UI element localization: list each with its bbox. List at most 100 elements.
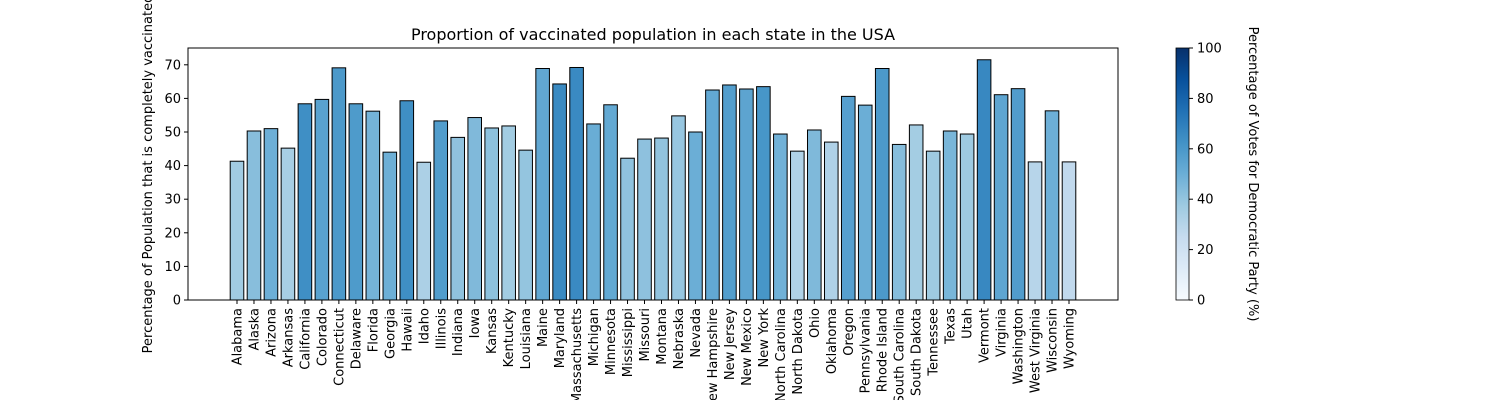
x-tick-label: South Carolina	[893, 308, 908, 400]
y-tick-label: 50	[164, 126, 181, 141]
x-tick-label: Maine	[536, 308, 551, 347]
bar-florida	[365, 110, 381, 301]
y-tick-label: 40	[164, 159, 181, 174]
bar-vermont	[976, 59, 992, 301]
x-tick-label: West Virginia	[1029, 308, 1044, 393]
bar-nevada	[688, 131, 703, 301]
x-tick-label: Louisiana	[519, 308, 534, 369]
bar-south-dakota	[908, 124, 924, 301]
x-tick-label: Alaska	[247, 308, 262, 351]
bar-pennsylvania	[857, 104, 873, 301]
x-tick-label: Indiana	[451, 308, 466, 356]
bar-maine	[535, 68, 550, 301]
x-tick-label: Rhode Island	[876, 308, 891, 392]
y-tick-label: 30	[164, 193, 181, 208]
colorbar	[1175, 47, 1190, 301]
bar-wisconsin	[1044, 110, 1060, 301]
x-tick-label: Kansas	[485, 308, 500, 354]
x-tick-label: Missouri	[638, 308, 653, 362]
chart-title: Proportion of vaccinated population in e…	[411, 25, 895, 44]
bar-colorado	[314, 98, 330, 301]
x-tick-label: Minnesota	[604, 308, 619, 375]
bar-texas	[942, 130, 958, 301]
colorbar-label: Percentage of Votes for Democratic Party…	[1245, 27, 1260, 322]
x-tick-label: Nevada	[689, 308, 704, 358]
x-tick-label: Oklahoma	[825, 308, 840, 374]
bar-nebraska	[671, 115, 686, 301]
x-tick-label: Utah	[961, 308, 976, 339]
y-tick-label: 0	[173, 294, 181, 309]
x-tick-label: Arizona	[264, 308, 279, 357]
colorbar-tick-label: 100	[1197, 42, 1222, 57]
x-axis: Alabama Alaska Arizona Arkansas California Co…	[231, 300, 1078, 405]
x-tick-label: Pennsylvania	[859, 308, 874, 393]
bar-iowa	[467, 117, 483, 301]
x-tick-label: Iowa	[468, 308, 483, 338]
bar-new-york	[756, 86, 771, 301]
x-tick-label: Vermont	[978, 308, 993, 363]
x-tick-label: Kentucky	[502, 308, 517, 368]
x-tick-label: New York	[757, 308, 772, 368]
x-tick-label: Wyoming	[1063, 308, 1078, 369]
x-tick-label: Idaho	[417, 308, 432, 344]
bar-maryland	[552, 83, 567, 301]
bars	[229, 59, 1077, 301]
x-tick-label: Wisconsin	[1046, 308, 1061, 373]
bar-north-dakota	[790, 150, 805, 301]
y-tick-label: 60	[164, 92, 181, 107]
colorbar-tick-label: 40	[1197, 193, 1214, 208]
bar-new-jersey	[722, 84, 737, 301]
x-tick-label: Virginia	[995, 308, 1010, 357]
plot-frame	[187, 47, 1119, 301]
bar-california	[297, 103, 313, 301]
bar-kansas	[484, 127, 499, 301]
x-tick-label: North Dakota	[791, 308, 806, 395]
bar-delaware	[348, 103, 364, 301]
x-tick-label: Massachusetts	[570, 308, 585, 400]
x-tick-label: Maryland	[553, 308, 568, 368]
bar-massachusetts	[569, 66, 584, 301]
x-tick-label: Arkansas	[281, 308, 296, 367]
bar-missouri	[637, 138, 652, 301]
colorbar-tick-label: 80	[1197, 92, 1214, 107]
x-tick-label: Georgia	[383, 308, 398, 359]
x-tick-label: Hawaii	[400, 308, 415, 352]
bar-montana	[654, 137, 669, 301]
x-tick-label: South Dakota	[910, 308, 925, 396]
x-tick-label: Nebraska	[672, 308, 687, 369]
x-tick-label: New Jersey	[723, 308, 738, 380]
bar-arizona	[263, 128, 279, 301]
bar-new-hampshire	[705, 89, 720, 301]
bar-virginia	[993, 94, 1009, 301]
x-tick-label: Illinois	[434, 308, 449, 349]
x-tick-label: Delaware	[349, 308, 364, 369]
bar-alaska	[246, 130, 262, 301]
bar-idaho	[416, 161, 432, 301]
x-tick-label: Oregon	[842, 308, 857, 356]
bar-new-mexico	[739, 88, 754, 301]
bar-indiana	[450, 136, 466, 301]
colorbar-tick-label: 60	[1197, 142, 1214, 157]
bar-oklahoma	[823, 141, 839, 301]
x-tick-label: California	[298, 308, 313, 370]
bar-illinois	[433, 120, 449, 301]
bar-hawaii	[399, 100, 415, 301]
bar-minnesota	[603, 104, 618, 301]
x-tick-label: Montana	[655, 308, 670, 365]
y-tick-label: 10	[164, 260, 181, 275]
x-tick-label: Texas	[944, 308, 959, 345]
bar-connecticut	[331, 67, 347, 301]
bar-north-carolina	[773, 133, 788, 301]
x-tick-label: New Hampshire	[706, 308, 721, 400]
x-tick-label: Colorado	[315, 308, 330, 366]
bar-georgia	[382, 151, 398, 301]
colorbar-tick-label: 20	[1197, 243, 1214, 258]
x-tick-label: North Carolina	[774, 308, 789, 400]
x-tick-label: Tennessee	[927, 308, 942, 377]
y-axis: 0 10 20 30 40 50 60 70	[164, 58, 188, 309]
bar-utah	[959, 133, 975, 301]
x-tick-label: Michigan	[587, 308, 602, 366]
x-tick-label: Ohio	[808, 308, 823, 338]
